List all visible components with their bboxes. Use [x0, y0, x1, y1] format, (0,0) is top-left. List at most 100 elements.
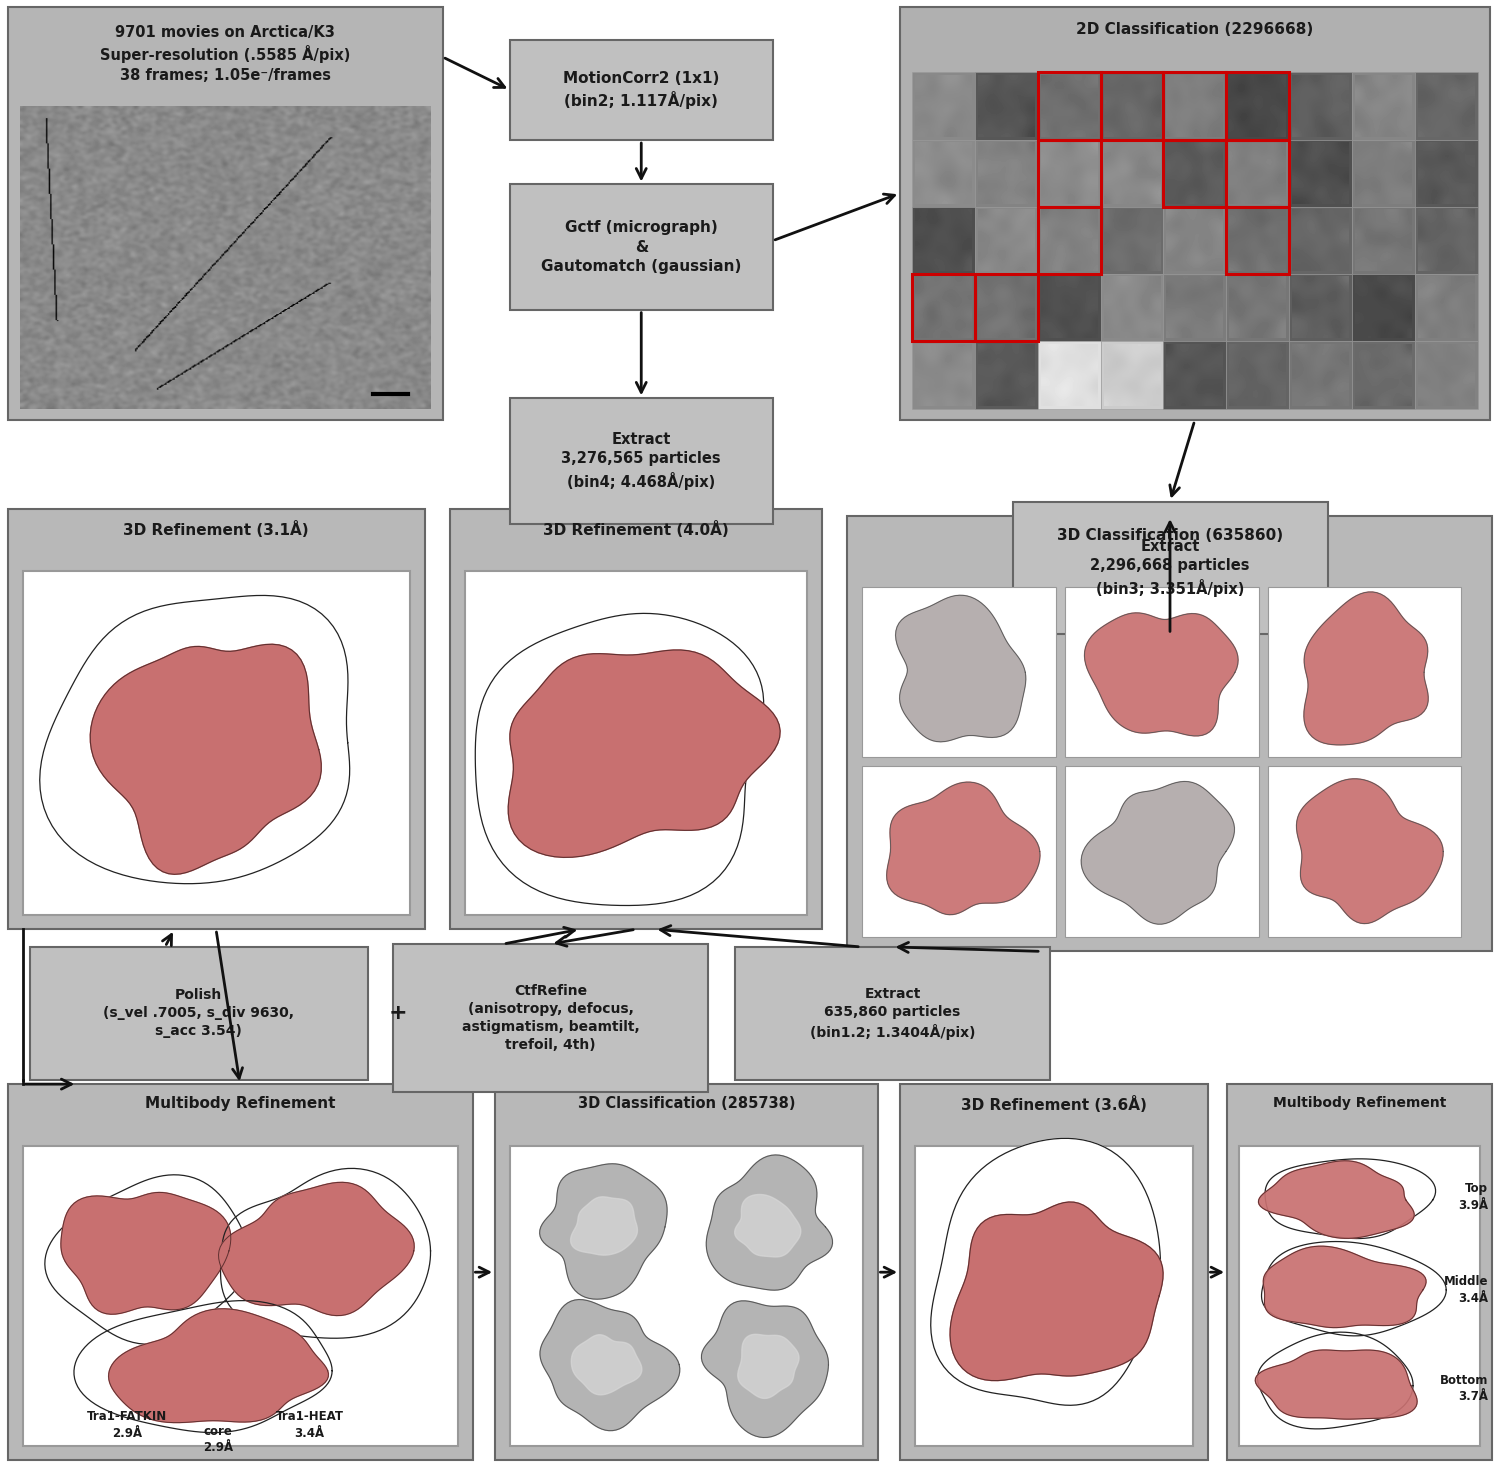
Polygon shape [1084, 614, 1238, 736]
Polygon shape [702, 1301, 828, 1438]
Text: Extract
3,276,565 particles
(bin4; 4.468Å/pix): Extract 3,276,565 particles (bin4; 4.468… [561, 432, 722, 490]
Polygon shape [1263, 1246, 1426, 1328]
Polygon shape [1264, 1159, 1436, 1239]
FancyBboxPatch shape [912, 341, 975, 409]
FancyBboxPatch shape [975, 207, 1038, 274]
Polygon shape [738, 1335, 800, 1398]
FancyBboxPatch shape [8, 1084, 472, 1460]
Text: Multibody Refinement: Multibody Refinement [144, 1096, 336, 1111]
FancyBboxPatch shape [1288, 274, 1352, 341]
FancyBboxPatch shape [847, 516, 1492, 951]
FancyBboxPatch shape [1414, 274, 1478, 341]
FancyBboxPatch shape [1164, 341, 1226, 409]
FancyBboxPatch shape [1164, 72, 1226, 140]
Text: Top
3.9Å: Top 3.9Å [1458, 1183, 1488, 1212]
Polygon shape [570, 1196, 638, 1255]
Polygon shape [1296, 779, 1443, 923]
FancyBboxPatch shape [975, 274, 1038, 341]
FancyBboxPatch shape [1414, 140, 1478, 206]
FancyBboxPatch shape [1226, 207, 1288, 274]
Text: Tra1-FATKIN
2.9Å: Tra1-FATKIN 2.9Å [87, 1410, 166, 1440]
FancyBboxPatch shape [975, 341, 1038, 409]
FancyBboxPatch shape [1038, 140, 1101, 206]
Text: Extract
635,860 particles
(bin1.2; 1.3404Å/pix): Extract 635,860 particles (bin1.2; 1.340… [810, 987, 975, 1040]
FancyBboxPatch shape [1288, 341, 1352, 409]
FancyBboxPatch shape [1164, 274, 1226, 341]
FancyBboxPatch shape [510, 1146, 862, 1446]
FancyBboxPatch shape [1352, 274, 1414, 341]
FancyBboxPatch shape [900, 1084, 1208, 1460]
FancyBboxPatch shape [1352, 72, 1414, 140]
FancyBboxPatch shape [1038, 207, 1101, 274]
FancyBboxPatch shape [450, 509, 822, 929]
FancyBboxPatch shape [1268, 767, 1461, 937]
FancyBboxPatch shape [1226, 72, 1288, 140]
FancyBboxPatch shape [1065, 767, 1258, 937]
FancyBboxPatch shape [1239, 1146, 1480, 1446]
FancyBboxPatch shape [1164, 140, 1226, 206]
FancyBboxPatch shape [1352, 140, 1414, 206]
Polygon shape [1262, 1242, 1446, 1336]
Polygon shape [930, 1139, 1161, 1406]
Text: core
2.9Å: core 2.9Å [204, 1425, 234, 1454]
FancyBboxPatch shape [1288, 207, 1352, 274]
Polygon shape [90, 645, 321, 875]
Polygon shape [1257, 1332, 1413, 1429]
FancyBboxPatch shape [975, 72, 1038, 140]
FancyBboxPatch shape [1288, 72, 1352, 140]
Polygon shape [45, 1174, 249, 1344]
Polygon shape [219, 1183, 414, 1316]
FancyBboxPatch shape [1414, 207, 1478, 274]
FancyBboxPatch shape [510, 40, 772, 140]
FancyBboxPatch shape [1101, 140, 1164, 206]
FancyBboxPatch shape [975, 140, 1038, 206]
Polygon shape [39, 596, 350, 884]
FancyBboxPatch shape [510, 398, 772, 524]
Text: Middle
3.4Å: Middle 3.4Å [1443, 1274, 1488, 1304]
FancyBboxPatch shape [862, 767, 1056, 937]
FancyBboxPatch shape [8, 7, 442, 420]
Text: 3D Refinement (3.1Å): 3D Refinement (3.1Å) [123, 521, 309, 538]
Polygon shape [108, 1308, 328, 1422]
Polygon shape [74, 1301, 332, 1432]
FancyBboxPatch shape [1065, 587, 1258, 758]
FancyBboxPatch shape [735, 947, 1050, 1080]
FancyBboxPatch shape [1414, 341, 1478, 409]
FancyBboxPatch shape [1038, 274, 1101, 341]
Text: Gctf (micrograph)
&
Gautomatch (gaussian): Gctf (micrograph) & Gautomatch (gaussian… [542, 220, 741, 274]
FancyBboxPatch shape [862, 587, 1056, 758]
Text: 2D Classification (2296668): 2D Classification (2296668) [1076, 22, 1314, 37]
FancyBboxPatch shape [915, 1146, 1192, 1446]
Polygon shape [476, 614, 764, 906]
FancyBboxPatch shape [393, 944, 708, 1092]
Polygon shape [1258, 1161, 1414, 1239]
FancyBboxPatch shape [8, 509, 424, 929]
Polygon shape [509, 650, 780, 857]
FancyBboxPatch shape [1226, 274, 1288, 341]
FancyBboxPatch shape [1101, 72, 1164, 140]
Text: Bottom
3.7Å: Bottom 3.7Å [1440, 1373, 1488, 1403]
Polygon shape [706, 1155, 833, 1291]
FancyBboxPatch shape [1288, 140, 1352, 206]
FancyBboxPatch shape [30, 947, 368, 1080]
FancyBboxPatch shape [912, 72, 975, 140]
Polygon shape [220, 1168, 430, 1338]
Polygon shape [62, 1192, 231, 1314]
Text: 3D Refinement (3.6Å): 3D Refinement (3.6Å) [962, 1096, 1146, 1114]
Text: +: + [388, 1003, 406, 1024]
FancyBboxPatch shape [22, 1146, 457, 1446]
Polygon shape [896, 596, 1026, 742]
FancyBboxPatch shape [1101, 274, 1164, 341]
FancyBboxPatch shape [1013, 502, 1328, 634]
FancyBboxPatch shape [900, 7, 1490, 420]
FancyBboxPatch shape [1101, 207, 1164, 274]
FancyBboxPatch shape [1227, 1084, 1492, 1460]
Text: 3D Classification (635860): 3D Classification (635860) [1058, 528, 1282, 543]
Polygon shape [1304, 591, 1428, 745]
FancyBboxPatch shape [1164, 207, 1226, 274]
Text: 9701 movies on Arctica/K3
Super-resolution (.5585 Å/pix)
38 frames; 1.05e⁻/frame: 9701 movies on Arctica/K3 Super-resoluti… [100, 25, 350, 83]
Polygon shape [1082, 782, 1234, 925]
FancyBboxPatch shape [912, 207, 975, 274]
Polygon shape [540, 1164, 668, 1299]
FancyBboxPatch shape [1268, 587, 1461, 758]
